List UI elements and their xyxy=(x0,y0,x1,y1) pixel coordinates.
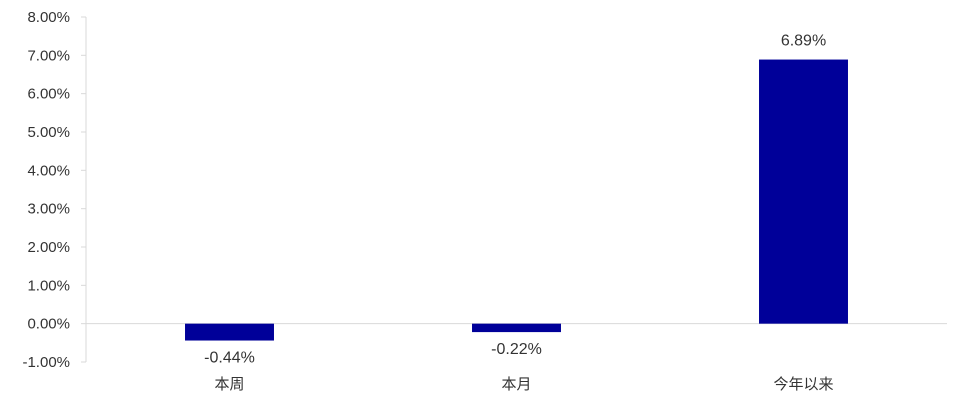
y-tick-label: 3.00% xyxy=(27,201,70,218)
bar xyxy=(472,323,561,333)
category-label: 本月 xyxy=(501,375,531,393)
y-tick-label: 0.00% xyxy=(27,316,70,333)
y-tick-label: 1.00% xyxy=(27,277,70,294)
category-label: 本周 xyxy=(214,375,244,393)
y-tick-label: -1.00% xyxy=(22,354,70,371)
data-label: -0.22% xyxy=(491,341,542,358)
data-label: -0.44% xyxy=(204,350,255,367)
y-tick-label: 7.00% xyxy=(27,47,70,64)
bars xyxy=(185,59,848,341)
y-tick-label: 4.00% xyxy=(27,162,70,179)
y-tick-label: 5.00% xyxy=(27,124,70,141)
bar xyxy=(759,59,848,324)
bar xyxy=(185,323,274,341)
y-tick-label: 6.00% xyxy=(27,86,70,103)
labels: -0.44% 本周 -0.22% 本月 6.89% 今年以来 xyxy=(204,33,833,393)
y-tick-label: 8.00% xyxy=(27,9,70,26)
category-label: 今年以来 xyxy=(773,375,833,393)
data-label: 6.89% xyxy=(781,33,826,50)
y-tick-label: 2.00% xyxy=(27,239,70,256)
